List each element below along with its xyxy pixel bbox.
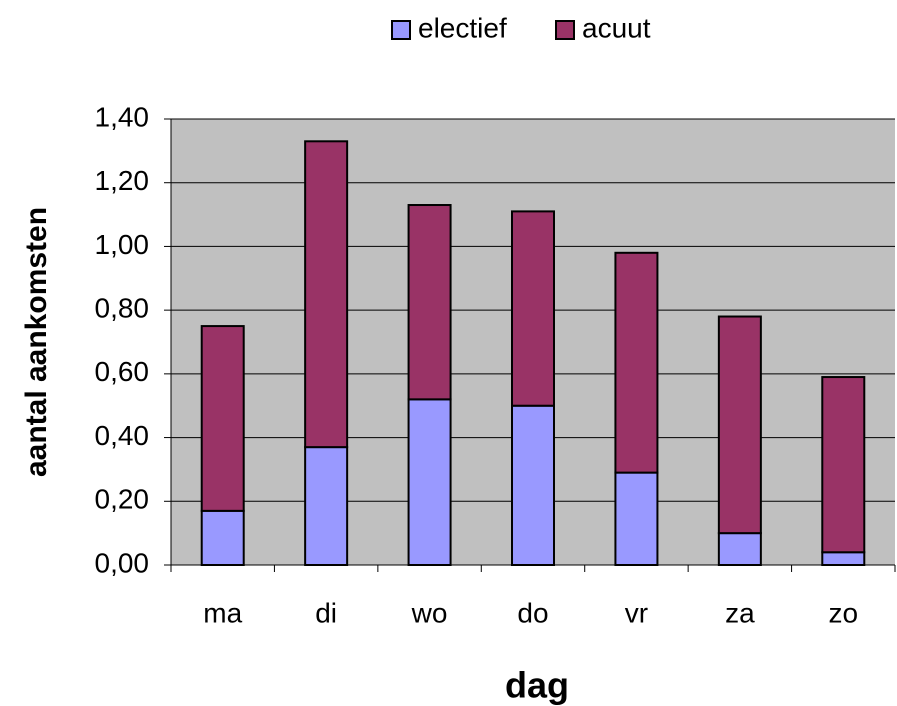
x-tick-label: zo [828, 597, 858, 628]
x-axis-label: dag [505, 665, 569, 706]
x-tick-label: vr [625, 597, 648, 628]
bar-segment [304, 446, 349, 566]
legend-label: acuut [582, 12, 651, 43]
bar-segment [407, 204, 452, 401]
x-tick-label: za [725, 597, 755, 628]
bar-segment [200, 325, 245, 512]
y-tick-label: 0,80 [95, 293, 150, 324]
bar-segment [614, 471, 659, 566]
y-axis-label: aantal aankomsten [20, 207, 53, 477]
y-tick-label: 0,20 [95, 484, 150, 515]
bar-segment [821, 551, 866, 566]
x-tick-label: di [315, 597, 337, 628]
x-tick-label: ma [203, 597, 242, 628]
bar-segment [614, 251, 659, 474]
x-tick-label: wo [411, 597, 448, 628]
y-tick-label: 0,00 [95, 547, 150, 578]
x-tick-label: do [517, 597, 548, 628]
bar-segment [511, 210, 555, 407]
y-tick-label: 0,40 [95, 420, 150, 451]
legend-swatch [555, 20, 575, 40]
y-tick-label: 1,20 [95, 165, 150, 196]
y-tick-label: 1,00 [95, 229, 150, 260]
legend-label: electief [418, 12, 507, 43]
bar-segment [407, 398, 452, 567]
bar-segment [821, 376, 866, 554]
y-tick-label: 1,40 [95, 101, 150, 132]
y-tick-label: 0,60 [95, 356, 150, 387]
bar-segment [511, 404, 555, 567]
bar-segment [717, 315, 762, 535]
bar-segment [717, 532, 762, 567]
legend-swatch [391, 20, 411, 40]
bar-segment [200, 509, 245, 567]
bar-segment [304, 140, 349, 449]
